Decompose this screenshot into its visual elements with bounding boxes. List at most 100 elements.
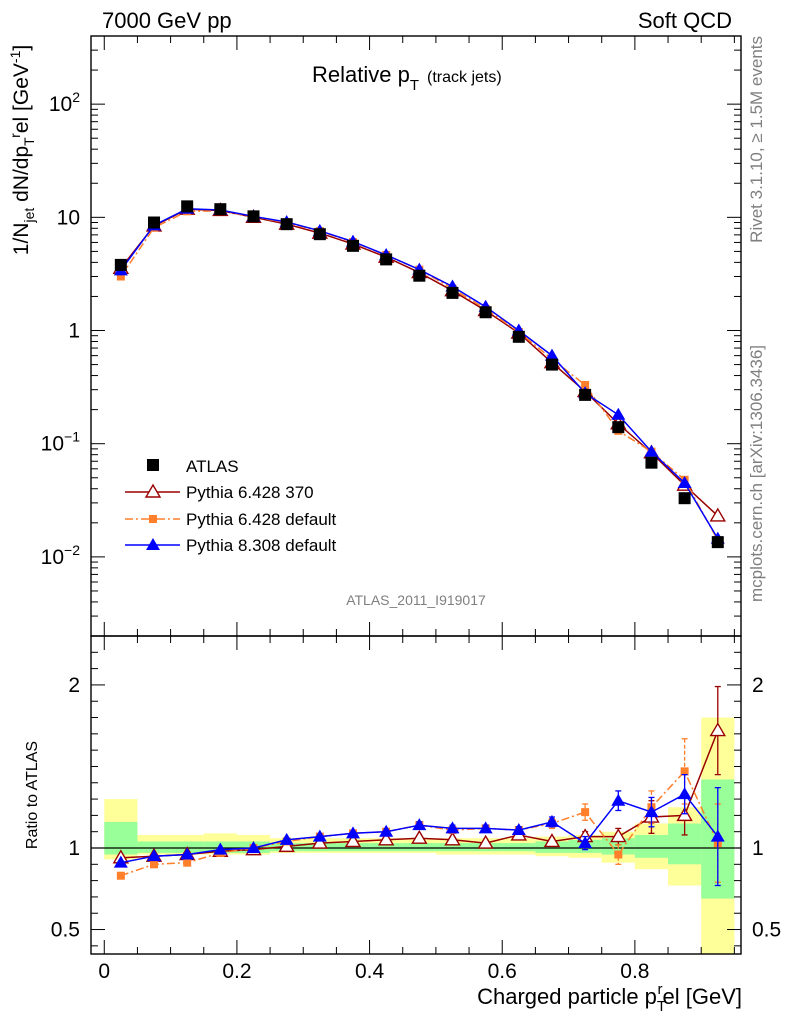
band-stat-uncertainty (435, 843, 470, 852)
main-y-tick-label: 102 (49, 89, 80, 116)
main-pythia-8-308-default-point (644, 444, 659, 457)
x-tick-label: 0 (98, 960, 110, 983)
ratio-ticks (91, 636, 741, 954)
band-stat-uncertainty (402, 843, 436, 852)
main-pythia-6-428-default-point (116, 272, 125, 281)
ratio-series (112, 685, 727, 887)
main-atlas-point (214, 203, 227, 216)
ratio-pythia-6-428-370-point (610, 828, 627, 843)
band-stat-uncertainty (369, 843, 403, 852)
band-stat-uncertainty (336, 843, 370, 852)
ylabel-part1: 1/N (10, 223, 33, 256)
legend-entry-pythia6-370: Pythia 6.428 370 (125, 483, 314, 502)
ratio-pythia-8-308-default-point (445, 821, 460, 834)
ratio-pythia-8-308-default-point (511, 823, 526, 836)
xlabel-suffix: el [GeV] (663, 984, 742, 1009)
y-tick-base: 10 (49, 93, 72, 116)
main-ticks (91, 35, 741, 637)
main-atlas-point (380, 253, 393, 266)
main-atlas-point (612, 421, 625, 434)
ratio-pythia-6-428-default-point (183, 858, 192, 867)
legend: ATLAS Pythia 6.428 370 Pythia 6.428 defa… (125, 457, 337, 555)
ratio-pythia-8-308-default-point (213, 842, 228, 855)
legend-marker-pythia6-default (149, 515, 157, 523)
main-y-tick-label: 10−2 (41, 542, 81, 569)
ratio-y-tick-label-right: 1 (752, 837, 764, 860)
y-tick-base: 10 (41, 433, 64, 456)
ratio-y-axis-label: Ratio to ATLAS (24, 741, 41, 849)
main-atlas-point (579, 388, 592, 401)
main-pythia-8-308-default-point (611, 407, 626, 420)
ratio-pythia-6-428-default-point (614, 850, 623, 859)
main-atlas-point (678, 492, 691, 505)
band-stat-uncertainty (502, 843, 536, 852)
legend-label-pythia6-370: Pythia 6.428 370 (186, 483, 314, 502)
ratio-pythia-6-428-370-point (344, 833, 362, 848)
xlabel-sub: T (657, 998, 666, 1015)
main-title-sub: T (410, 77, 419, 94)
x-tick-label: 0.8 (620, 960, 649, 983)
ratio-pythia-8-308-default-point (279, 832, 294, 845)
main-pythia-6-428-default-point (581, 381, 590, 390)
legend-label-pythia8: Pythia 8.308 default (186, 536, 337, 555)
ratio-pythia-6-428-370-point (444, 831, 461, 846)
main-atlas-point (446, 286, 459, 299)
ratio-pythia-6-428-default-point (150, 860, 159, 869)
ratio-y-tick-label-right: 2 (752, 674, 764, 697)
side-label-top: Rivet 3.1.10, ≥ 1.5M events (747, 36, 766, 243)
legend-marker-atlas (147, 459, 159, 471)
ratio-pythia-6-428-370-point (543, 833, 561, 848)
x-tick-label: 0.2 (222, 960, 251, 983)
legend-label-atlas: ATLAS (186, 457, 239, 476)
main-pythia-8-308-default-point (677, 475, 692, 488)
ratio-pythia-8-308-default-point (412, 818, 427, 831)
ylabel-sub2: T (21, 137, 37, 146)
band-stat-uncertainty (535, 841, 569, 853)
ratio-y-tick-labels: 0.5 0.5 1 1 2 2 (51, 674, 781, 942)
main-pythia-6-428-370-point (709, 507, 727, 522)
main-title-text: Relative p (312, 62, 410, 87)
xlabel-text: Charged particle p (477, 984, 657, 1009)
main-atlas-point (114, 258, 127, 271)
ratio-pythia-6-428-default-point (680, 767, 689, 776)
ratio-pythia-8-308-default-point (611, 793, 626, 806)
x-tick-label: 0.4 (355, 960, 385, 983)
header-left: 7000 GeV pp (102, 8, 232, 33)
band-stat-uncertainty (104, 821, 138, 855)
ratio-pythia-8-308-default-point (478, 821, 493, 834)
legend-label-pythia6-default: Pythia 6.428 default (186, 510, 337, 529)
ylabel-part3: el [GeV (10, 63, 33, 133)
ratio-pythia-6-428-370-point (311, 834, 329, 849)
y-tick-exponent: 2 (72, 89, 80, 105)
main-title-suffix: (track jets) (427, 69, 502, 86)
main-atlas-point (346, 239, 359, 252)
legend-entry-pythia6-default: Pythia 6.428 default (125, 510, 337, 529)
main-atlas-point (280, 218, 293, 231)
main-atlas-point (413, 269, 426, 282)
ratio-y-tick-label-left: 1 (68, 837, 80, 860)
main-y-tick-label: 10−1 (41, 429, 81, 456)
main-atlas-point (247, 210, 260, 223)
ratio-pythia-8-308-default-point (677, 787, 692, 800)
xlabel-sup: r (658, 981, 663, 998)
main-atlas-point (479, 306, 492, 319)
ratio-y-tick-label-left: 0.5 (51, 919, 80, 942)
ratio-pythia-8-308-default-point (312, 829, 327, 842)
main-atlas-point (711, 536, 724, 549)
header-right: Soft QCD (638, 8, 732, 33)
legend-marker-pythia6-370 (144, 483, 162, 498)
ratio-pythia-8-308-default-point (246, 841, 261, 853)
ratio-pythia-8-308-default-point (379, 824, 394, 837)
ratio-pythia-8-308-default-point (180, 847, 195, 860)
ratio-pythia-6-428-default-point (581, 808, 590, 817)
legend-marker-pythia8 (146, 538, 160, 550)
main-atlas-point (545, 358, 558, 371)
x-tick-labels: 0 0.2 0.4 0.6 0.8 (98, 960, 649, 983)
ratio-pythia-6-428-370-point (477, 834, 494, 849)
ratio-pythia-8-308-default-point (345, 826, 360, 839)
ratio-frame (90, 635, 742, 955)
x-axis-label: Charged particle pTrel [GeV] (477, 981, 742, 1015)
band-stat-uncertainty (634, 834, 669, 858)
